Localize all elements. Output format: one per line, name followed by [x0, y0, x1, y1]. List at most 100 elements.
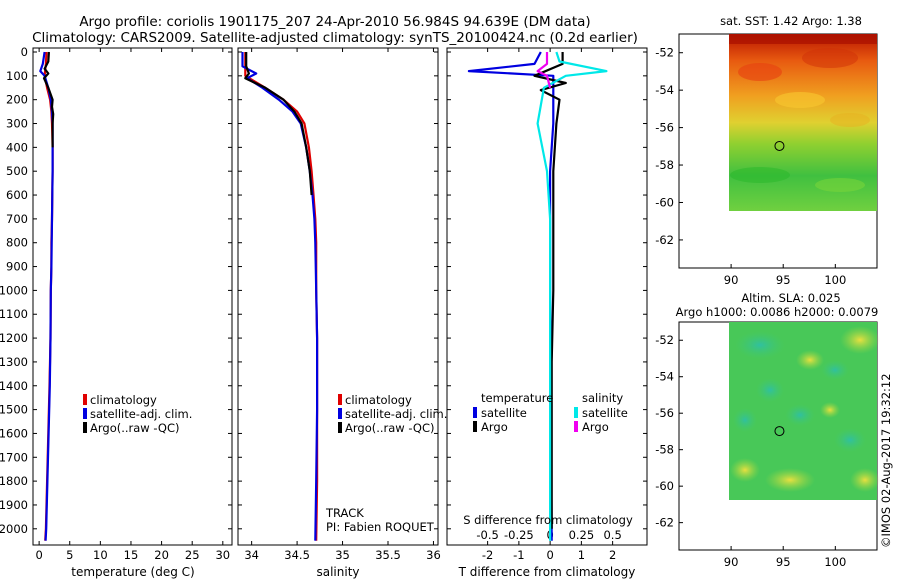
argo-location-marker	[774, 140, 785, 151]
sla-map-ticks: 90 95 100 -52 -54 -56 -58 -60 -62	[655, 333, 846, 569]
depth-ticks: 0 100 200 300 400 500 600 700 800 900 1000 1100 1200…	[0, 45, 232, 536]
difference-lines	[467, 51, 608, 541]
x-tick-label: 2	[609, 548, 616, 562]
map-x-tick-label: 90	[724, 273, 739, 287]
salinity-axes	[237, 47, 439, 546]
map-y-tick-label: -58	[655, 443, 674, 457]
depth-tick-label: 1800	[0, 474, 28, 488]
difference-y-ticks	[447, 51, 647, 530]
series-line	[536, 51, 608, 541]
s-difference-tick-label: -0.25	[504, 528, 534, 542]
difference-legend: temperature satellite Argo salinity sate…	[473, 391, 628, 434]
salinity-panel: 34 34.5 35 35.5 36 salinity climatology sate…	[237, 47, 447, 579]
depth-tick-label: 1000	[0, 283, 28, 297]
depth-tick-label: 0	[21, 45, 28, 59]
depth-tick-label: 900	[6, 260, 28, 274]
x-tick-label: 34.5	[284, 548, 310, 562]
legend-satellite-swatch	[338, 408, 342, 419]
depth-tick-label: 1900	[0, 498, 28, 512]
series-line	[244, 52, 319, 541]
x-tick-label: 15	[124, 548, 139, 562]
sla-map-title-line1: Altim. SLA: 0.025	[741, 291, 840, 305]
map-x-tick-label: 95	[776, 555, 791, 569]
s-difference-tick-label: -0.5	[476, 528, 498, 542]
legend-argo-swatch	[83, 422, 87, 433]
series-line	[244, 52, 313, 196]
depth-tick-label: 1500	[0, 403, 28, 417]
map-y-tick-label: -58	[655, 158, 674, 172]
legend-climatology-label: climatology	[345, 393, 412, 407]
legend-climatology-swatch	[338, 394, 342, 405]
depth-tick-label: 1100	[0, 307, 28, 321]
depth-tick-label: 2000	[0, 522, 28, 536]
map-y-tick-label: -54	[655, 370, 674, 384]
series-line	[42, 51, 55, 148]
map-y-tick-label: -60	[655, 195, 674, 209]
legend-t-satellite-label: satellite	[481, 406, 527, 420]
legend-climatology-swatch	[83, 394, 87, 405]
x-tick-label: 20	[154, 548, 169, 562]
legend-t-argo-swatch	[473, 421, 477, 432]
x-tick-label: 0	[546, 548, 553, 562]
salinity-xlabel: salinity	[316, 565, 359, 579]
legend-s-satellite-swatch	[574, 407, 578, 418]
depth-tick-label: 800	[6, 236, 28, 250]
figure-title-line1: Argo profile: coriolis 1901175_207 24-Ap…	[79, 14, 590, 30]
legend-satellite-swatch	[83, 408, 87, 419]
x-tick-label: 35	[335, 548, 350, 562]
x-tick-label: -1	[513, 548, 524, 562]
legend-climatology-label: climatology	[90, 393, 157, 407]
sst-field	[729, 34, 877, 211]
depth-tick-label: 1300	[0, 355, 28, 369]
track-annotation: TRACK	[325, 506, 364, 520]
map-y-tick-label: -52	[655, 333, 674, 347]
map-y-tick-label: -56	[655, 121, 674, 135]
legend-temperature-title: temperature	[481, 391, 553, 405]
map-x-tick-label: 100	[824, 273, 846, 287]
map-y-tick-label: -62	[655, 516, 674, 530]
x-tick-label: 30	[215, 548, 230, 562]
figure-title-line2: Climatology: CARS2009. Satellite-adjuste…	[32, 30, 638, 46]
sst-map-panel: sat. SST: 1.42 Argo: 1.38 90 95 100 -52 -54 -…	[655, 14, 878, 287]
t-difference-xlabel: T difference from climatology	[458, 565, 636, 579]
x-tick-label: 10	[93, 548, 108, 562]
series-line	[467, 51, 555, 541]
map-y-tick-label: -56	[655, 406, 674, 420]
depth-tick-label: 100	[6, 69, 28, 83]
legend-argo-label: Argo(..raw -QC)	[90, 421, 180, 435]
x-tick-label: 35.5	[375, 548, 401, 562]
depth-tick-label: 500	[6, 164, 28, 178]
sst-map-ticks: 90 95 100 -52 -54 -56 -58 -60 -62	[655, 46, 846, 287]
map-y-tick-label: -52	[655, 46, 674, 60]
legend-s-satellite-label: satellite	[582, 406, 628, 420]
depth-tick-label: 1400	[0, 379, 28, 393]
legend-argo-swatch	[338, 422, 342, 433]
depth-tick-label: 1600	[0, 426, 28, 440]
sla-field	[729, 322, 880, 500]
map-y-tick-label: -54	[655, 83, 674, 97]
argo-location-marker	[774, 426, 785, 437]
temperature-axes	[32, 47, 233, 546]
salinity-x-ticks: 34 34.5 35 35.5 36	[244, 48, 441, 562]
x-tick-label: 5	[66, 548, 73, 562]
legend-s-argo-label: Argo	[582, 420, 609, 434]
map-x-tick-label: 100	[824, 555, 846, 569]
x-tick-label: 1	[578, 548, 585, 562]
legend-salinity-title: salinity	[582, 391, 623, 405]
series-line	[536, 52, 552, 89]
sla-map-panel: Altim. SLA: 0.025 Argo h1000: 0.0086 h20…	[655, 291, 880, 569]
legend-t-argo-label: Argo	[481, 420, 508, 434]
s-difference-label: S difference from climatology	[463, 513, 633, 527]
depth-tick-label: 1200	[0, 331, 28, 345]
x-tick-label: 0	[35, 548, 42, 562]
legend-t-satellite-swatch	[473, 407, 477, 418]
depth-tick-label: 200	[6, 93, 28, 107]
legend-satellite-label: satellite-adj. clim.	[345, 407, 447, 421]
salinity-y-ticks	[238, 51, 438, 530]
legend-argo-label: Argo(..raw -QC)	[345, 421, 435, 435]
legend-satellite-label: satellite-adj. clim.	[90, 407, 192, 421]
difference-panel: -2 -1 0 1 2 -0.5 -0.25 0 0.25 0.5 S difference f…	[446, 47, 648, 579]
depth-tick-label: 1700	[0, 450, 28, 464]
sst-map-title: sat. SST: 1.42 Argo: 1.38	[720, 14, 862, 28]
